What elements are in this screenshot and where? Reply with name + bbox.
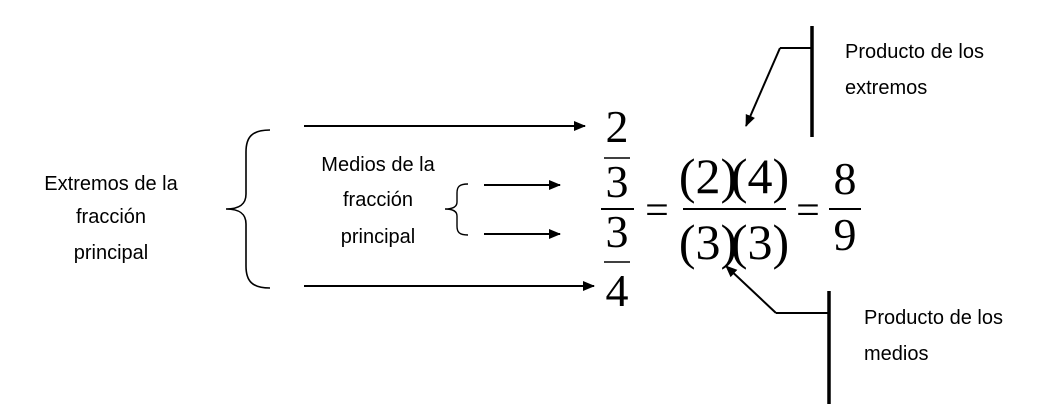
equals-sign-2: =	[796, 188, 820, 234]
outer-denominator: 4	[606, 265, 629, 316]
inner-numerator-denominator: 3	[606, 156, 629, 207]
result-numerator: 8	[834, 153, 857, 204]
extremos-label: Extremos de la fracción principal	[44, 173, 178, 264]
product-numerator-a: (2)	[679, 148, 737, 204]
producto-extremos-line2: extremos	[845, 77, 927, 99]
arrow-to-medios-product	[725, 265, 777, 314]
product-denominator-b: (3)	[731, 214, 789, 270]
extremos-label-line3: principal	[74, 242, 148, 264]
outer-numerator: 2	[606, 101, 629, 152]
product-numerator-b: (4)	[731, 148, 789, 204]
medios-label: Medios de la fracción principal	[321, 154, 435, 248]
complex-fraction: 2 3 3 4	[601, 101, 634, 316]
extremos-label-line2: fracción	[76, 206, 146, 228]
producto-extremos-line1: Producto de los	[845, 41, 984, 63]
producto-medios-line2: medios	[864, 343, 928, 365]
product-denominator-a: (3)	[679, 214, 737, 270]
inner-denominator-numerator: 3	[606, 206, 629, 257]
producto-medios-callout: Producto de los medios	[725, 265, 1003, 404]
medios-brace	[444, 183, 469, 236]
medios-label-line2: fracción	[343, 189, 413, 211]
product-fraction: (2) (4) (3) (3)	[679, 148, 789, 270]
result-denominator: 9	[834, 209, 857, 260]
arrow-to-extremos-product	[745, 47, 781, 127]
producto-medios-line1: Producto de los	[864, 307, 1003, 329]
extremos-brace	[225, 129, 271, 289]
producto-extremos-callout: Producto de los extremos	[745, 26, 984, 137]
extremos-label-line1: Extremos de la	[44, 173, 178, 195]
medios-label-line1: Medios de la	[321, 154, 435, 176]
equals-sign-1: =	[645, 188, 669, 234]
result-fraction: 8 9	[829, 153, 861, 260]
medios-label-line3: principal	[341, 226, 415, 248]
